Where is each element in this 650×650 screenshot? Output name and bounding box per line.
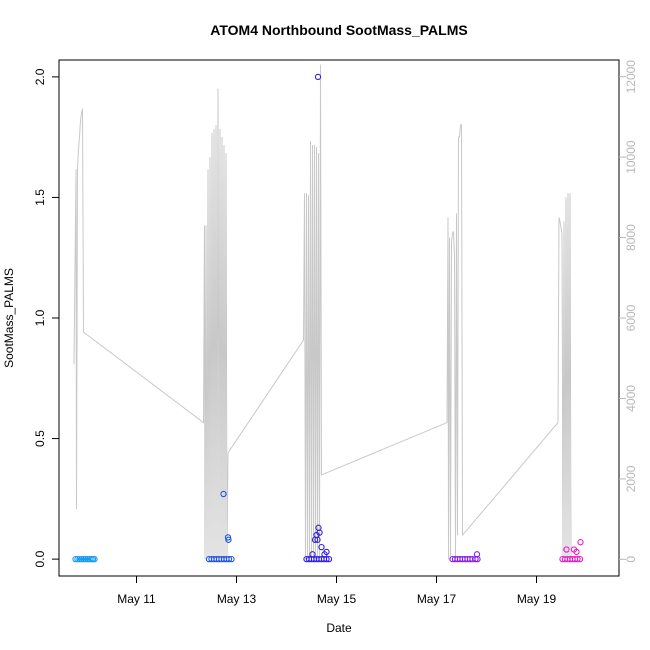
x-axis-label: Date: [326, 621, 352, 635]
data-point: [473, 551, 481, 558]
y-axis: 0.0 0.5 1.0 1.5 2.0: [33, 68, 59, 567]
x-tick-label: May 11: [117, 592, 156, 606]
y-tick-label: 1.5: [33, 189, 47, 206]
data-point: [323, 548, 330, 556]
y2-tick-label: 6000: [624, 304, 638, 331]
y2-tick-label: 10000: [624, 140, 638, 174]
y2-tick-label: 0: [624, 556, 638, 563]
data-point: [563, 546, 570, 553]
data-point: [314, 536, 321, 543]
data-point: [573, 548, 580, 556]
data-point: [314, 73, 322, 81]
data-point: [225, 555, 233, 563]
data-point: [228, 555, 235, 563]
y-tick-label: 2.0: [33, 68, 47, 85]
y2-axis: 0 2000 4000 6000 8000 10000 12000: [619, 60, 638, 563]
data-point: [76, 555, 83, 563]
y-tick-label: 0.0: [33, 550, 47, 567]
plot-frame: [58, 59, 620, 577]
data-point: [577, 539, 584, 546]
x-tick-label: May 19: [517, 592, 557, 606]
data-point: [316, 529, 323, 536]
data-point: [74, 555, 81, 563]
data-point: [309, 551, 316, 558]
points-layer: [72, 73, 584, 563]
data-point: [318, 543, 325, 551]
y-tick-label: 0.5: [33, 430, 47, 447]
data-point: [82, 555, 89, 563]
secondary-series-line: [73, 64, 572, 560]
x-tick-label: May 15: [317, 592, 357, 606]
x-axis: May 11 May 13 May 15 May 17 May 19: [117, 576, 556, 606]
data-point: [72, 555, 79, 563]
data-point: [80, 555, 87, 563]
y2-tick-label: 8000: [624, 224, 638, 251]
y2-tick-label: 2000: [624, 465, 638, 492]
data-point: [574, 555, 581, 563]
y-tick-label: 1.0: [33, 309, 47, 326]
y2-tick-label: 12000: [624, 60, 638, 94]
chart-title: ATOM4 Northbound SootMass_PALMS: [210, 22, 467, 38]
data-point: [224, 534, 232, 541]
data-point: [576, 555, 584, 563]
data-point: [225, 536, 232, 543]
data-point: [325, 555, 333, 563]
x-tick-label: May 17: [417, 592, 457, 606]
secondary-line-layer: [73, 64, 572, 560]
data-point: [91, 555, 98, 563]
x-tick-label: May 13: [217, 592, 257, 606]
data-point: [78, 555, 85, 563]
y-axis-label: SootMass_PALMS: [2, 268, 16, 368]
data-point: [220, 490, 227, 498]
y2-tick-label: 4000: [624, 385, 638, 412]
